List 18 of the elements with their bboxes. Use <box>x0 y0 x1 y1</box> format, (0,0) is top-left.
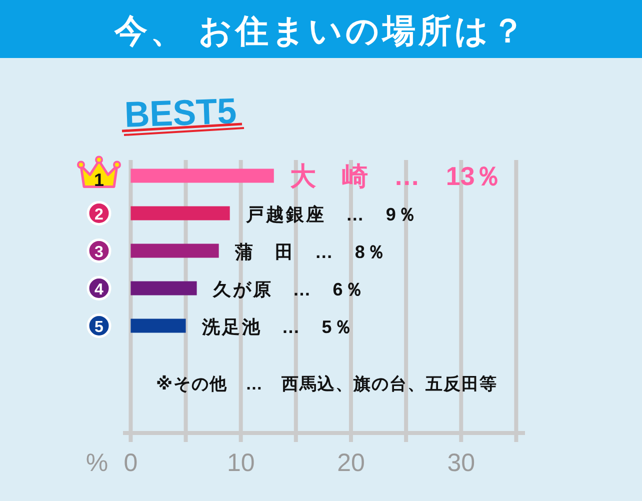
data-label: 戸越銀座 … 9％ <box>244 204 418 224</box>
x-axis-title: % <box>86 449 108 477</box>
data-label: 久が原 … 6％ <box>212 279 365 300</box>
x-tick-label: 20 <box>337 449 365 477</box>
chart-title: 今、 お住まいの場所は？ <box>113 12 528 49</box>
y-tick-label: 1 <box>94 170 104 190</box>
data-label: 洗足池 … 5％ <box>200 316 354 337</box>
data-label: 蒲 田 … 8％ <box>234 242 387 262</box>
x-tick-label: 10 <box>226 449 255 477</box>
x-tick-label: 30 <box>447 449 476 477</box>
text: ※その他 … 西馬込、旗の台、五反田等 <box>156 374 498 394</box>
data-label: 大 崎 … 13％ <box>290 160 501 191</box>
y-tick-label: 2 <box>94 206 104 224</box>
y-tick-label: 5 <box>94 318 104 336</box>
y-tick-label: 3 <box>94 244 104 261</box>
x-tick-label: 0 <box>124 449 138 477</box>
y-tick-label: 4 <box>94 281 104 298</box>
chart-subtitle: BEST5 <box>124 90 242 135</box>
